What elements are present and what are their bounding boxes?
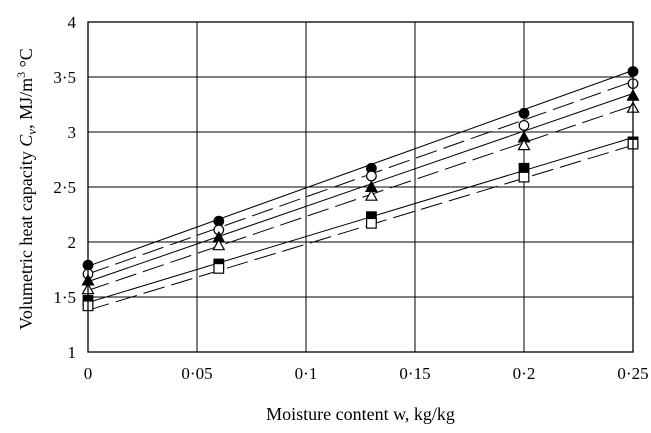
- y-axis-title-units-sup: 3: [14, 72, 28, 78]
- x-tick-label: 0·2: [513, 364, 536, 383]
- x-tick-label: 0·1: [295, 364, 318, 383]
- grid: [88, 22, 633, 352]
- y-tick-label: 2: [68, 233, 77, 252]
- data-point-filled-square: [518, 162, 530, 174]
- fit-line-filled-circle: [87, 69, 634, 267]
- x-tick-label: 0·25: [617, 364, 648, 383]
- fit-line-open-square: [87, 144, 634, 311]
- x-tick-labels: 0 0·05 0·1 0·15 0·2 0·25: [84, 364, 649, 383]
- y-axis-title-prefix: Volumetric heat capacity: [16, 147, 36, 330]
- y-tick-label: 4: [68, 13, 77, 32]
- y-axis-title-symbol: C: [16, 134, 36, 147]
- y-tick-label: 1: [68, 343, 77, 362]
- y-axis-title-units: , MJ/m: [16, 78, 36, 129]
- x-tick-label: 0: [84, 364, 93, 383]
- y-axis-title: Volumetric heat capacity Cv, MJ/m3 °C: [14, 48, 39, 330]
- y-tick-label: 1·5: [53, 288, 76, 307]
- y-tick-label: 3·5: [53, 68, 76, 87]
- data-point-open-triangle: [212, 238, 226, 251]
- y-tick-label: 3: [68, 123, 77, 142]
- fit-lines: [87, 69, 634, 311]
- data-point-open-square: [518, 171, 530, 183]
- data-point-open-square: [213, 263, 225, 274]
- data-point-open-circle: [518, 119, 530, 131]
- data-point-open-circle: [366, 170, 377, 182]
- data-point-open-triangle: [517, 138, 531, 151]
- y-tick-labels: 1 1·5 2 2·5 3 3·5 4: [53, 13, 76, 362]
- plot-frame: [87, 21, 634, 353]
- fit-line-open-triangle: [87, 105, 634, 291]
- y-axis-title-units-tail: °C: [16, 48, 36, 72]
- y-tick-label: 2·5: [53, 178, 76, 197]
- y-axis-title-subscript: v: [24, 129, 39, 135]
- data-point-filled-circle: [213, 215, 225, 227]
- fit-line-open-circle: [87, 80, 634, 275]
- data-point-open-square: [366, 217, 377, 229]
- fit-line-filled-triangle: [87, 93, 634, 283]
- x-tick-label: 0·15: [399, 364, 430, 383]
- data-point-filled-circle: [518, 107, 530, 119]
- x-tick-label: 0·05: [181, 364, 212, 383]
- data-point-open-triangle: [364, 189, 378, 201]
- data-points: [81, 66, 640, 312]
- fit-line-filled-square: [87, 137, 634, 303]
- x-axis-title: Moisture content w, kg/kg: [266, 404, 455, 424]
